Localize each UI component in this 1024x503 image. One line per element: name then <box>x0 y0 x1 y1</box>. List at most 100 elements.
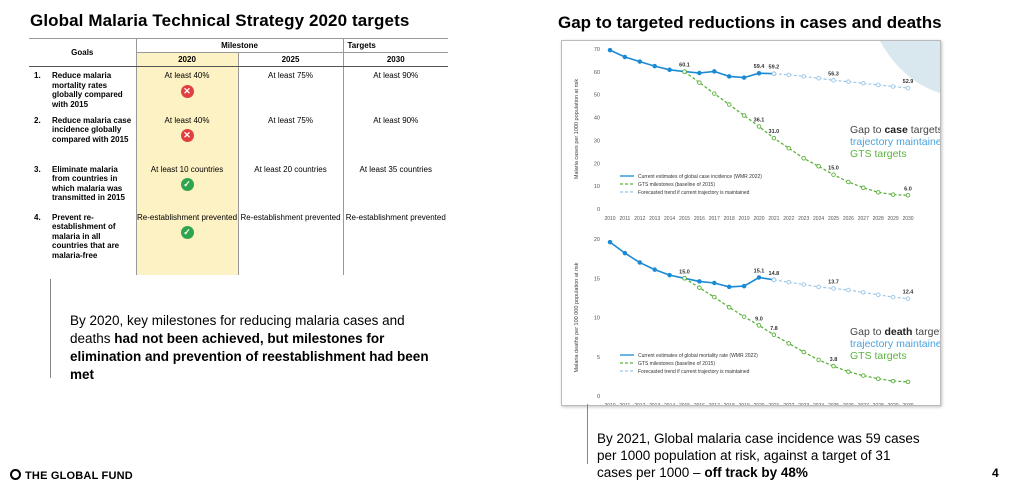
data-label: 31.0 <box>769 129 780 135</box>
gap-annotation-line1: Gap to case targets - current <box>850 124 940 136</box>
gap-annotation-line2: trajectory maintained; <box>850 136 940 148</box>
data-label: 60.1 <box>679 63 690 69</box>
milestone-2020-value: At least 40% <box>164 115 210 125</box>
gts-series-point <box>861 373 866 378</box>
goal-text: Reduce malaria case incidence globally c… <box>52 115 132 144</box>
forecast-series-point <box>786 72 792 78</box>
gts-series-line <box>684 71 909 196</box>
y-tick-label: 0 <box>597 394 600 400</box>
forecast-series-point <box>905 296 911 301</box>
data-label: 59.4 <box>754 64 766 70</box>
gts-series-point <box>905 379 911 385</box>
divider-line <box>587 404 588 464</box>
forecast-series-point <box>875 82 881 88</box>
current-series-point <box>741 75 747 80</box>
x-tick-label: 2014 <box>664 216 675 222</box>
forecast-series-point <box>905 85 911 91</box>
gap-keyword: death <box>884 326 912 338</box>
gap-suffix: targets - <box>912 326 940 338</box>
forecast-series-point <box>831 78 836 83</box>
gts-series-point <box>846 179 851 185</box>
forecast-series-point <box>816 76 821 81</box>
bottom-plain: By 2021, Global malaria case incidence w… <box>597 431 920 480</box>
data-label: 6.0 <box>904 186 912 192</box>
forecast-series-point <box>846 287 851 293</box>
x-tick-label: 2012 <box>634 216 645 222</box>
x-tick-label: 2014 <box>664 403 675 405</box>
page-number: 4 <box>992 466 999 480</box>
gts-series-point <box>741 113 747 118</box>
legend-label: Current estimates of global case inciden… <box>638 174 762 180</box>
gts-series-point <box>697 80 702 85</box>
x-tick-label: 2015 <box>679 403 690 405</box>
gts-series-point <box>682 69 687 74</box>
gts-series-point <box>726 305 732 310</box>
legend-label: GTS milestones (baseline of 2015) <box>638 182 715 188</box>
current-series-point <box>637 260 643 265</box>
data-label: 36.1 <box>754 117 765 123</box>
forecast-series-point <box>786 279 792 285</box>
milestone-2025-value: Re-establishment prevented <box>237 212 344 275</box>
x-tick-label: 2029 <box>888 216 899 222</box>
legend-label: Forecasted trend if current trajectory i… <box>638 190 750 196</box>
table-row: 1. Reduce malaria mortality rates global… <box>29 66 449 116</box>
gap-keyword: case <box>884 124 908 136</box>
gts-series-point <box>846 369 851 374</box>
data-label: 7.8 <box>770 326 778 332</box>
milestone-2025-value: At least 20 countries <box>237 164 344 213</box>
forecast-series-point <box>801 74 806 79</box>
x-tick-label: 2028 <box>873 403 884 405</box>
x-tick-label: 2019 <box>739 216 750 222</box>
x-tick-label: 2027 <box>858 216 869 222</box>
x-tick-label: 2024 <box>813 216 824 222</box>
gts-series-point <box>756 323 762 328</box>
x-tick-label: 2011 <box>620 216 631 222</box>
gts-series-point <box>741 314 747 319</box>
table-row: 4. Prevent re-establishment of malaria i… <box>29 212 449 275</box>
x-tick-label: 2022 <box>783 403 794 405</box>
current-series-point <box>607 47 613 53</box>
current-series-point <box>637 59 643 64</box>
data-label: 14.8 <box>769 271 780 277</box>
goal-text: Prevent re-establishment of malaria in a… <box>52 212 120 260</box>
target-2030-value: At least 90% <box>342 66 449 116</box>
gts-targets-table: Goals Milestone Targets 2020 2025 2030 1… <box>29 38 449 275</box>
row-number: 2. <box>34 115 41 125</box>
current-series-line <box>609 49 774 79</box>
gts-series-point <box>801 349 806 355</box>
y-tick-label: 0 <box>597 207 600 213</box>
row-number: 1. <box>34 71 41 80</box>
y-tick-label: 10 <box>594 316 600 322</box>
chart-deaths: 0 5 10 15 20 Malaria deaths per 100 000 popul… <box>574 237 990 409</box>
forecast-series-point <box>771 71 777 76</box>
x-tick-label: 2015 <box>679 216 690 222</box>
gts-series-point <box>697 285 702 290</box>
data-label: 52.9 <box>903 79 914 85</box>
legend-label: GTS milestones (baseline of 2015) <box>638 361 715 367</box>
current-series-point <box>712 69 717 74</box>
data-label: 9.0 <box>755 316 763 322</box>
gap-annotation-line2: trajectory maintained; <box>850 338 940 350</box>
milestone-2025-value: At least 75% <box>237 66 344 116</box>
row-number: 3. <box>34 164 41 174</box>
forecast-series-point <box>890 84 896 89</box>
x-tick-label: 2026 <box>843 403 854 405</box>
current-series-point <box>726 284 732 290</box>
gap-annotation-line3: GTS targets <box>850 148 907 160</box>
gts-series-point <box>905 193 911 198</box>
data-label: 12.4 <box>903 290 915 296</box>
cross-icon: ✕ <box>180 129 194 142</box>
x-tick-label: 2016 <box>694 216 705 222</box>
goal-text: Eliminate malaria from countries in whic… <box>52 164 125 203</box>
x-tick-label: 2013 <box>649 216 660 222</box>
y-tick-label: 40 <box>594 116 600 122</box>
data-label: 56.3 <box>828 71 839 77</box>
current-series-point <box>667 272 672 278</box>
milestone-2020-value: At least 40% <box>164 71 210 80</box>
y-tick-label: 30 <box>594 138 600 144</box>
y-tick-label: 20 <box>594 237 600 243</box>
gts-series-point <box>831 363 836 369</box>
milestone-2020-cell: At least 40% ✕ <box>135 66 239 116</box>
current-series-point <box>622 54 628 60</box>
